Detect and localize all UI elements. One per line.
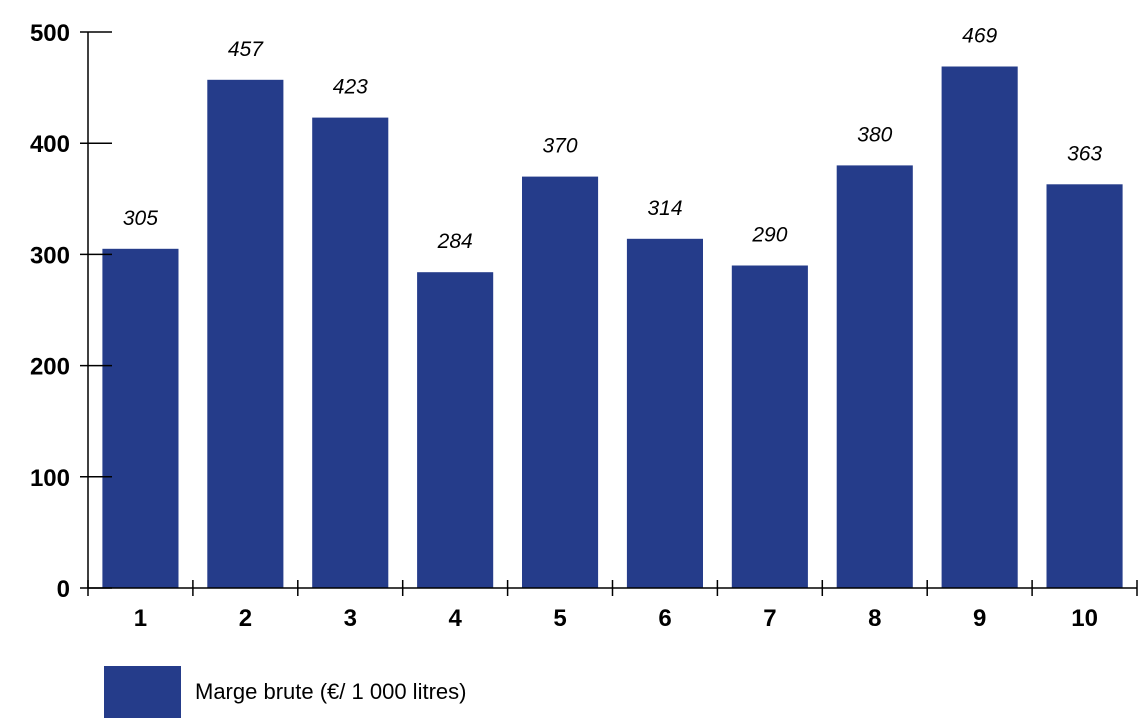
data-label-2: 457	[228, 38, 264, 61]
x-tick-label-7: 7	[763, 605, 776, 632]
x-tick-label-3: 3	[344, 605, 357, 632]
bar-8	[836, 165, 913, 588]
data-label-9: 469	[962, 25, 997, 48]
x-tick-label-2: 2	[239, 605, 252, 632]
x-tick-label-10: 10	[1071, 605, 1098, 632]
y-tick-label-200: 200	[30, 354, 70, 381]
bar-9	[941, 66, 1018, 588]
data-label-4: 284	[437, 230, 473, 253]
bar-1	[102, 248, 179, 589]
bar-2	[207, 79, 284, 589]
x-tick-label-6: 6	[658, 605, 671, 632]
bar-3	[312, 117, 389, 588]
y-axis-ticks: 0 100 200 300 400 500	[30, 20, 112, 603]
legend: Marge brute (€/ 1 000 litres)	[104, 666, 466, 718]
bar-5	[522, 176, 599, 588]
y-tick-label-400: 400	[30, 131, 70, 158]
data-labels-group: 305 457 423 284 370 314 290 380 469 363	[123, 25, 1103, 254]
x-axis-ticks: 1 2 3 4 5 6 7 8 9 10	[87, 580, 1138, 632]
bar-6	[626, 238, 703, 589]
x-tick-label-1: 1	[134, 605, 147, 632]
bars-group	[102, 66, 1123, 589]
data-label-1: 305	[123, 207, 158, 230]
data-label-3: 423	[333, 76, 368, 99]
y-tick-label-100: 100	[30, 465, 70, 492]
y-tick-label-500: 500	[30, 20, 70, 47]
data-label-10: 363	[1067, 142, 1102, 165]
data-label-8: 380	[857, 123, 892, 146]
legend-label: Marge brute (€/ 1 000 litres)	[195, 679, 467, 704]
bar-10	[1046, 184, 1123, 589]
y-tick-label-300: 300	[30, 242, 70, 269]
legend-swatch	[104, 666, 181, 718]
data-label-6: 314	[647, 197, 682, 220]
x-tick-label-5: 5	[553, 605, 566, 632]
data-label-5: 370	[542, 135, 577, 158]
data-label-7: 290	[751, 224, 787, 247]
bar-4	[417, 272, 494, 588]
x-tick-label-4: 4	[449, 605, 463, 632]
x-tick-label-8: 8	[868, 605, 881, 632]
x-tick-label-9: 9	[973, 605, 986, 632]
y-tick-label-0: 0	[57, 576, 70, 603]
bar-7	[731, 265, 808, 588]
